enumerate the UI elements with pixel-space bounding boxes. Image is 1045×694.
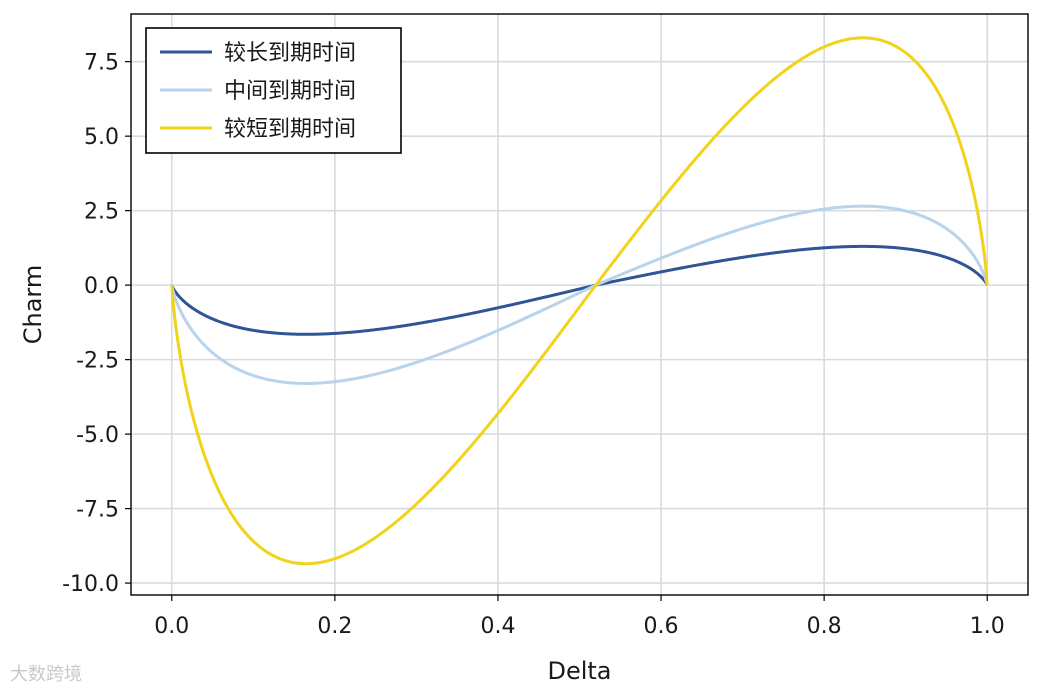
y-tick-label: -7.5 xyxy=(76,498,119,523)
x-tick-label: 0.8 xyxy=(807,614,842,639)
x-tick-label: 0.4 xyxy=(480,614,515,639)
x-tick-label: 0.0 xyxy=(154,614,189,639)
watermark: 大数跨境 xyxy=(10,664,82,685)
legend-label: 中间到期时间 xyxy=(224,79,356,104)
y-tick-label: 5.0 xyxy=(84,125,119,150)
y-tick-label: -10.0 xyxy=(62,572,119,597)
x-tick-label: 1.0 xyxy=(970,614,1005,639)
y-tick-label: -2.5 xyxy=(76,349,119,374)
y-tick-label: 7.5 xyxy=(84,51,119,76)
plot-frame xyxy=(130,13,1029,596)
series-line-0 xyxy=(170,244,989,336)
series-lines xyxy=(170,36,989,566)
y-tick-label: 0.0 xyxy=(84,274,119,299)
series-line-2 xyxy=(170,36,989,566)
series-line-1 xyxy=(170,204,989,385)
x-tick-label: 0.6 xyxy=(644,614,679,639)
y-tick-label: 2.5 xyxy=(84,200,119,225)
grid xyxy=(131,14,1028,595)
x-tick-label: 0.2 xyxy=(317,614,352,639)
y-axis-label: Charm xyxy=(19,265,47,345)
y-tick-label: -5.0 xyxy=(76,423,119,448)
ticks: 0.0 0.2 0.4 0.6 0.8 1.0 7.5 5.0 2.5 0.0 -2.5 -5.0 -7… xyxy=(62,51,1005,639)
legend-label: 较短到期时间 xyxy=(224,117,356,142)
legend-label: 较长到期时间 xyxy=(224,41,356,66)
x-axis-label: Delta xyxy=(547,657,611,685)
